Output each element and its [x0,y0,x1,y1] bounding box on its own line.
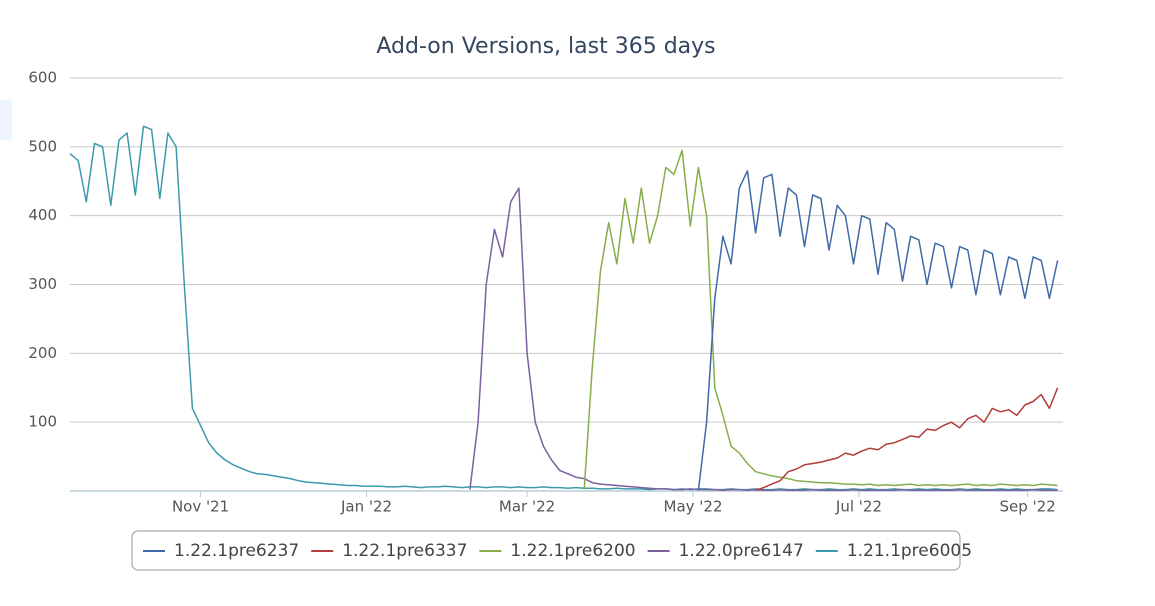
y-tick-label: 400 [28,206,57,224]
x-tick-label: Nov '21 [172,498,229,516]
y-tick-label: 300 [28,275,57,293]
y-tick-label: 200 [28,344,57,362]
legend-box [131,530,961,571]
legend-label: 1.22.1pre6200 [510,541,635,561]
series-line [469,187,1058,492]
legend-label: 1.22.1pre6237 [174,541,299,561]
legend-label: 1.21.1pre6005 [847,541,972,561]
chart-title: Add-on Versions, last 365 days [376,34,715,59]
legend-label: 1.22.0pre6147 [679,541,804,561]
y-tick-label: 100 [28,413,57,431]
series-line [755,387,1059,492]
x-tick-label: Jul '22 [835,498,882,516]
side-tab [0,100,12,140]
x-tick-label: Mar '22 [499,498,555,516]
series-line [583,149,1058,490]
y-tick-label: 500 [28,137,57,155]
x-tick-label: Sep '22 [1000,498,1056,516]
y-tick-label: 600 [28,69,57,87]
series-line [69,125,1058,491]
x-tick-label: May '22 [664,498,723,516]
legend-label: 1.22.1pre6337 [342,541,467,561]
x-tick-label: Jan '22 [340,498,392,516]
series-line [697,170,1059,491]
